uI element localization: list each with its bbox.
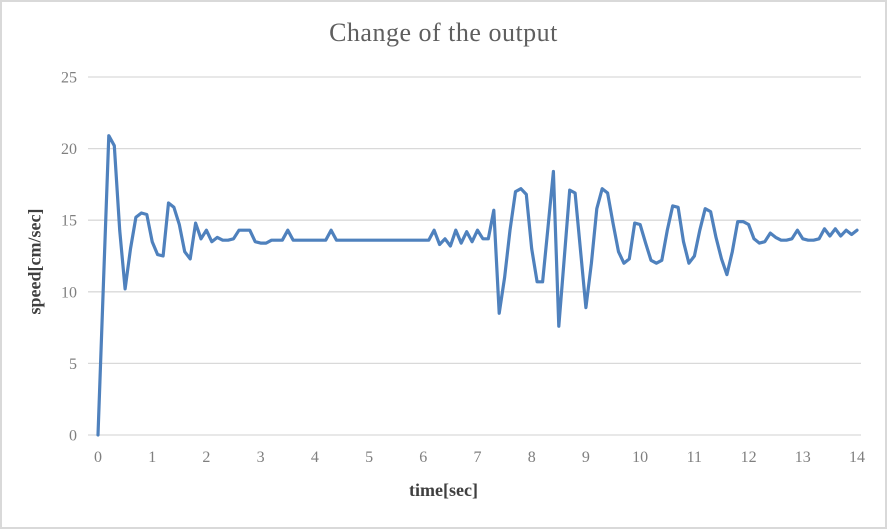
x-tick-label: 0 — [94, 449, 102, 466]
y-tick-label: 25 — [61, 70, 77, 87]
x-tick-label: 14 — [849, 449, 865, 466]
y-tick-label: 15 — [61, 213, 77, 230]
x-tick-label: 8 — [528, 449, 536, 466]
x-axis-title: time[sec] — [409, 480, 478, 500]
chart-title: Change of the output — [329, 18, 558, 47]
x-tick-label: 7 — [474, 449, 482, 466]
x-tick-label: 2 — [202, 449, 210, 466]
series-line — [96, 134, 859, 437]
x-tick-label: 11 — [687, 449, 702, 466]
x-tick-label: 10 — [632, 449, 648, 466]
x-tick-label: 12 — [741, 449, 757, 466]
x-tick-label: 3 — [257, 449, 265, 466]
y-tick-label: 10 — [61, 284, 77, 301]
y-tick-label: 5 — [69, 356, 77, 373]
x-tick-label: 9 — [582, 449, 590, 466]
x-tick-label: 6 — [419, 449, 427, 466]
x-tick-label: 4 — [311, 449, 319, 466]
x-tick-label: 5 — [365, 449, 373, 466]
x-tick-label: 13 — [795, 449, 811, 466]
y-tick-label: 20 — [61, 141, 77, 158]
y-tick-label: 0 — [69, 428, 77, 445]
x-tick-label: 1 — [148, 449, 156, 466]
